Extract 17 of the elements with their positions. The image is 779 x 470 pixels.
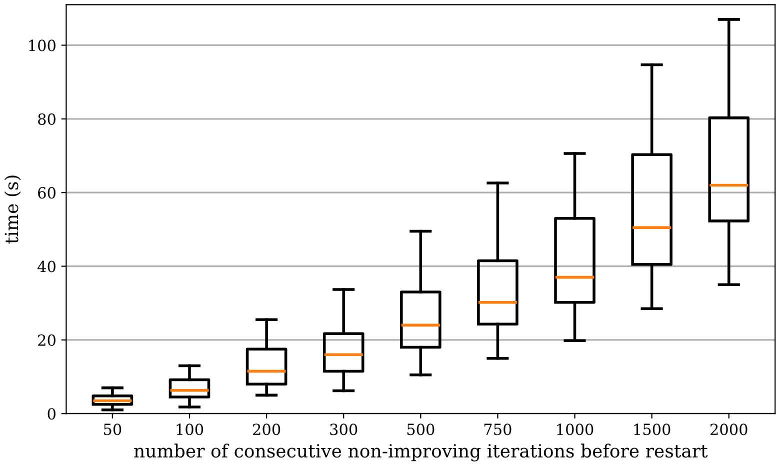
y-tick-label: 40 bbox=[38, 260, 56, 272]
y-axis-title: time (s) bbox=[4, 176, 21, 244]
x-tick-label: 50 bbox=[104, 424, 122, 436]
y-tick-label: 80 bbox=[38, 113, 56, 125]
x-tick-label: 100 bbox=[176, 424, 204, 436]
y-tick-label: 0 bbox=[48, 408, 56, 420]
x-tick-label: 200 bbox=[253, 424, 280, 436]
x-tick-label: 750 bbox=[484, 424, 512, 436]
x-axis-title: number of consecutive non-improving iterations before restart bbox=[134, 444, 708, 462]
x-tick-label: 2000 bbox=[710, 424, 748, 436]
y-tick-label: 20 bbox=[38, 334, 56, 346]
y-tick-label: 100 bbox=[29, 40, 56, 52]
x-tick-label: 1000 bbox=[557, 424, 594, 436]
x-tick-label: 1500 bbox=[634, 424, 670, 436]
x-tick-label: 500 bbox=[407, 424, 434, 436]
y-tick-label: 60 bbox=[38, 187, 56, 199]
x-tick-label: 300 bbox=[330, 424, 358, 436]
